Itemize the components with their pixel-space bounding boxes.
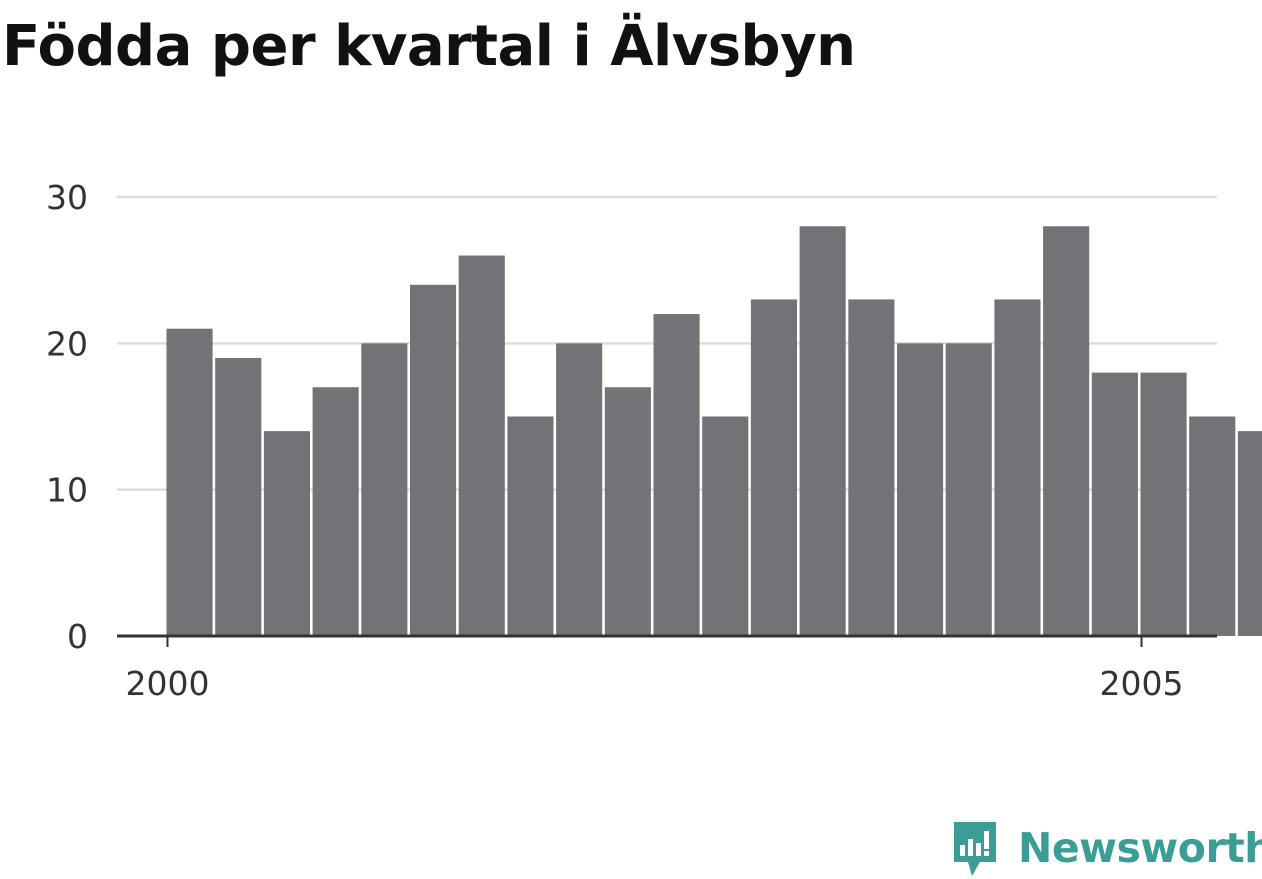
bar <box>848 299 895 636</box>
newsworthy-logo[interactable]: Newsworthy <box>950 818 1262 878</box>
bar <box>653 314 700 636</box>
bar <box>750 299 797 636</box>
bar <box>556 343 603 636</box>
bar <box>312 387 359 636</box>
y-tick-label: 0 <box>67 617 88 656</box>
y-tick-label: 20 <box>46 324 88 363</box>
bar <box>702 416 749 636</box>
chart-title: Födda per kvartal i Älvsbyn <box>2 14 856 79</box>
bar <box>604 387 651 636</box>
bar <box>166 328 213 636</box>
bar <box>1189 416 1236 636</box>
bar <box>458 255 505 636</box>
bar <box>263 431 310 636</box>
bar <box>1043 226 1090 636</box>
bar <box>507 416 554 636</box>
bar <box>361 343 408 636</box>
bar <box>1140 372 1187 636</box>
bar <box>1091 372 1138 636</box>
bar <box>945 343 992 636</box>
bar <box>1237 431 1262 636</box>
bar <box>994 299 1041 636</box>
y-tick-label: 10 <box>46 471 88 510</box>
newsworthy-logo-text: Newsworthy <box>1018 824 1262 872</box>
x-tick-label: 2005 <box>1100 664 1184 703</box>
bar <box>410 284 457 636</box>
y-tick-label: 30 <box>46 178 88 217</box>
newsworthy-logo-icon <box>954 822 996 876</box>
bar <box>897 343 944 636</box>
bar <box>215 357 262 636</box>
bar <box>799 226 846 636</box>
x-tick-label: 2000 <box>126 664 210 703</box>
